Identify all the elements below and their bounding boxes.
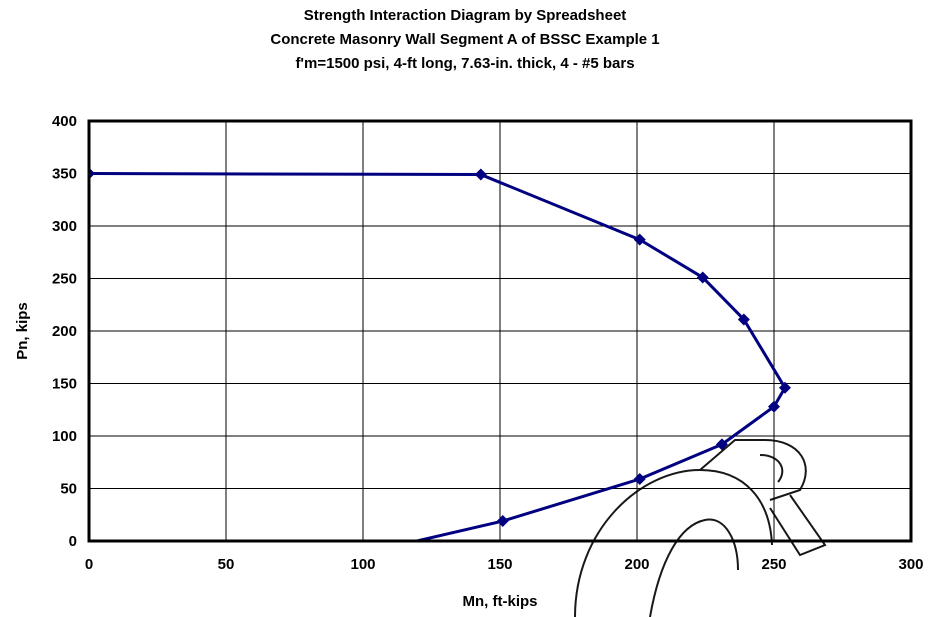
y-tick-labels: 0 50 100 150 200 250 300 350 400 [52, 113, 77, 550]
y-tick-label: 300 [52, 218, 77, 235]
y-axis-label: Pn, kips [14, 302, 31, 360]
data-point-marker [496, 515, 509, 528]
data-point-marker [633, 473, 646, 486]
y-tick-label: 0 [69, 533, 77, 550]
x-tick-labels: 0 50 100 150 200 250 300 [85, 556, 924, 573]
data-point-marker [474, 168, 487, 181]
x-tick-label: 250 [761, 556, 786, 573]
data-point-marker [768, 400, 780, 413]
x-axis-label: Mn, ft-kips [463, 593, 538, 610]
x-tick-label: 0 [85, 556, 93, 573]
grid [88, 120, 912, 542]
data-point-marker [778, 381, 791, 394]
y-tick-label: 200 [52, 323, 77, 340]
plot-frame [87, 119, 913, 543]
y-tick-label: 50 [60, 481, 77, 498]
chart-title-line-3: f'm=1500 psi, 4-ft long, 7.63-in. thick,… [295, 55, 634, 72]
x-tick-label: 300 [898, 556, 923, 573]
y-tick-label: 100 [52, 428, 77, 445]
x-tick-label: 200 [624, 556, 649, 573]
series [89, 167, 791, 541]
chart-title: Strength Interaction Diagram by Spreadsh… [270, 7, 659, 72]
chart-title-line-1: Strength Interaction Diagram by Spreadsh… [304, 7, 627, 24]
y-tick-label: 150 [52, 376, 77, 393]
x-tick-label: 150 [487, 556, 512, 573]
data-point-marker [633, 233, 646, 246]
y-tick-label: 400 [52, 113, 77, 130]
y-tick-label: 350 [52, 166, 77, 183]
series-line [89, 172, 787, 541]
y-tick-label: 250 [52, 271, 77, 288]
watermark-logo [574, 439, 827, 617]
chart-title-line-2: Concrete Masonry Wall Segment A of BSSC … [270, 31, 659, 48]
data-point-marker [737, 313, 750, 326]
x-tick-label: 100 [350, 556, 375, 573]
data-point-marker [696, 271, 709, 284]
x-tick-label: 50 [218, 556, 235, 573]
